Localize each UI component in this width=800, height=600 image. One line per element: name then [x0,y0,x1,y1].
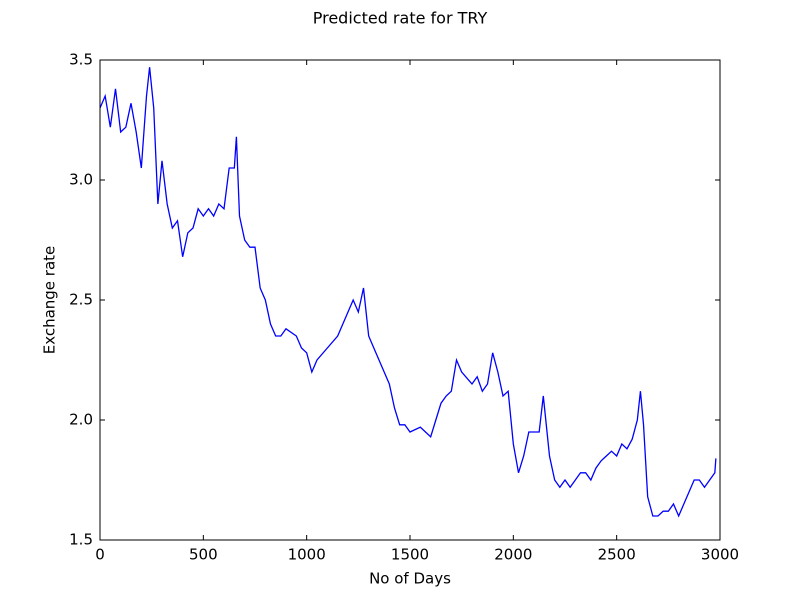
x-tick-label: 2500 [598,546,636,564]
x-tick-label: 1000 [288,546,326,564]
x-tick-label: 500 [189,546,218,564]
y-tick-label: 3.0 [69,171,93,189]
x-tick-label: 2000 [494,546,532,564]
y-tick-label: 1.5 [69,531,93,549]
y-tick-label: 2.0 [69,411,93,429]
data-line [99,67,717,518]
x-tick-label: 1500 [391,546,429,564]
x-axis-label: No of Days [369,570,451,588]
plot-frame [99,59,721,541]
y-axis-label: Exchange rate [41,246,59,355]
x-tick-label: 0 [95,546,105,564]
y-tick-label: 3.5 [69,51,93,69]
chart-title: Predicted rate for TRY [313,9,488,28]
y-tick-label: 2.5 [69,291,93,309]
x-tick-label: 3000 [701,546,739,564]
